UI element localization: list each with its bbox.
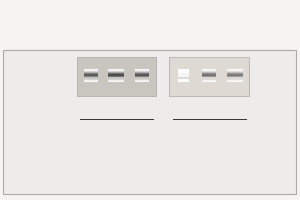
Text: 60: 60 — [136, 108, 148, 116]
Text: 15: 15 — [203, 108, 215, 116]
Text: Anisomycin: Anisomycin — [5, 108, 62, 116]
Text: (Min): (Min) — [257, 108, 285, 116]
Text: 60: 60 — [229, 108, 241, 116]
Text: 0: 0 — [88, 108, 94, 116]
Text: Anti-p38 MAPK (Thr180/182): Anti-p38 MAPK (Thr180/182) — [145, 124, 274, 134]
Text: 15: 15 — [110, 108, 122, 116]
Text: Anti-p38: Anti-p38 — [98, 124, 135, 134]
Text: 0: 0 — [181, 108, 187, 116]
